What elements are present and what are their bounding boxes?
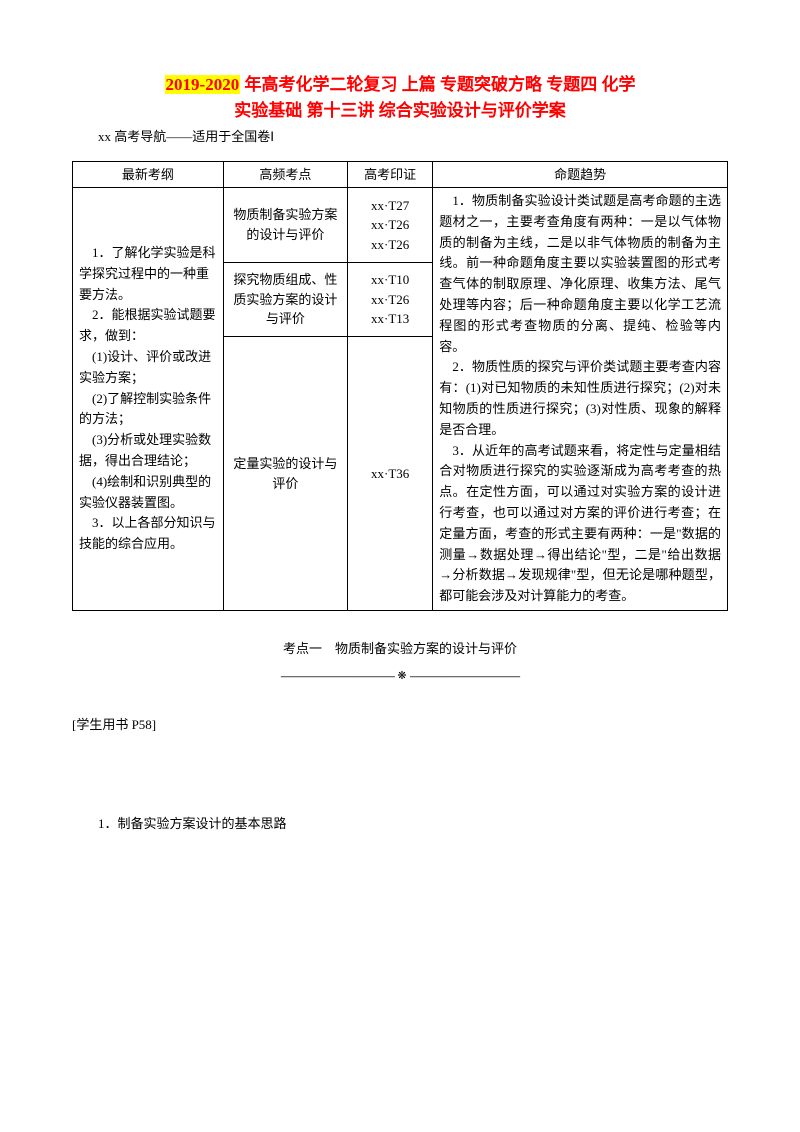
page-reference: [学生用书 P58]	[72, 715, 728, 735]
verify-1: xx·T27 xx·T26 xx·T26	[348, 188, 433, 263]
document-title: 2019-2020 年高考化学二轮复习 上篇 专题突破方略 专题四 化学 实验基…	[72, 72, 728, 123]
trend-body: 1．物质制备实验设计类试题是高考命题的主选题材之一，主要考查角度有两种：一是以气…	[433, 188, 728, 611]
topic-1: 物质制备实验方案的设计与评价	[223, 188, 347, 263]
topic-2: 探究物质组成、性质实验方案的设计与评价	[223, 262, 347, 337]
title-line1-rest: 年高考化学二轮复习 上篇 专题突破方略 专题四 化学	[240, 75, 635, 94]
verify-2: xx·T10 xx·T26 xx·T13	[348, 262, 433, 337]
divider: ----------------------------------------…	[72, 668, 728, 685]
header-topics: 高频考点	[223, 161, 347, 188]
title-line2: 实验基础 第十三讲 综合实验设计与评价学案	[234, 101, 566, 120]
header-trend: 命题趋势	[433, 161, 728, 188]
table-row: 1．了解化学实验是科学探究过程中的一种重要方法。 2．能根据实验试题要求，做到：…	[73, 188, 728, 263]
main-table: 最新考纲 高频考点 高考印证 命题趋势 1．了解化学实验是科学探究过程中的一种重…	[72, 161, 728, 611]
divider-icon: ❋	[397, 668, 406, 685]
divider-right: ----------------------------------------…	[410, 670, 520, 684]
section-heading: 考点一 物质制备实验方案的设计与评价	[72, 639, 728, 659]
table-header-row: 最新考纲 高频考点 高考印证 命题趋势	[73, 161, 728, 188]
divider-left: ----------------------------------------…	[281, 670, 395, 684]
topic-3: 定量实验的设计与评价	[223, 337, 347, 611]
title-highlight: 2019-2020	[165, 75, 241, 94]
outline-item: 1．制备实验方案设计的基本思路	[72, 814, 728, 834]
verify-3: xx·T36	[348, 337, 433, 611]
header-syllabus: 最新考纲	[73, 161, 224, 188]
subtitle: xx 高考导航——适用于全国卷Ⅰ	[72, 127, 728, 147]
syllabus-body: 1．了解化学实验是科学探究过程中的一种重要方法。 2．能根据实验试题要求，做到：…	[73, 188, 224, 611]
header-verify: 高考印证	[348, 161, 433, 188]
